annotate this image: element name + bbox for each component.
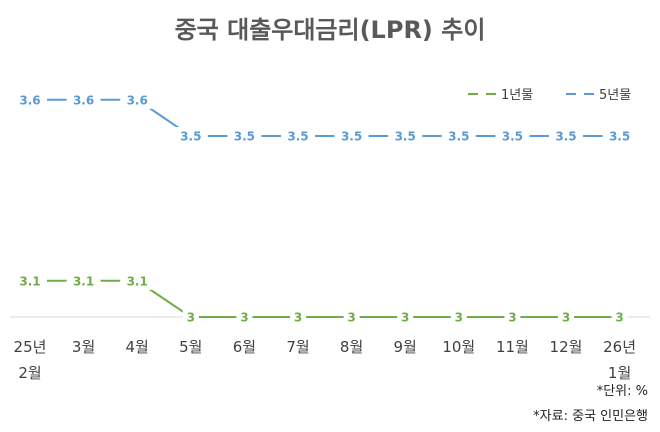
data-label: 3 bbox=[615, 311, 623, 325]
data-label-bg bbox=[602, 127, 637, 145]
data-label-bg bbox=[504, 308, 521, 326]
x-tick-label: 6월 bbox=[233, 338, 256, 356]
data-label-bg bbox=[281, 127, 315, 145]
chart-title: 중국 대출우대금리(LPR) 추이 bbox=[174, 16, 486, 44]
x-tick-label: 7월 bbox=[286, 338, 309, 356]
data-label-bg bbox=[290, 308, 306, 326]
x-tick-label: 8월 bbox=[340, 338, 363, 356]
x-tick-label: 1월 bbox=[608, 364, 631, 382]
data-label-bg bbox=[450, 308, 467, 326]
data-label-bg bbox=[388, 127, 423, 145]
x-tick-label: 11월 bbox=[496, 338, 529, 356]
data-label-bg bbox=[13, 90, 47, 109]
x-tick-label: 26년 bbox=[603, 338, 636, 356]
data-label: 3.5 bbox=[341, 130, 362, 144]
data-label: 3 bbox=[294, 311, 302, 325]
data-label-bg bbox=[66, 90, 101, 109]
x-tick-label: 9월 bbox=[394, 338, 417, 356]
data-label-bg bbox=[120, 90, 155, 109]
data-label-bg bbox=[611, 308, 628, 326]
data-label: 3.5 bbox=[555, 130, 576, 144]
data-label-bg bbox=[558, 308, 574, 326]
data-label-bg bbox=[441, 127, 476, 145]
data-label: 3.6 bbox=[127, 93, 148, 107]
data-label-bg bbox=[549, 127, 583, 145]
legend-label: 5년물 bbox=[599, 88, 631, 103]
data-label-bg bbox=[13, 271, 47, 290]
data-label-bg bbox=[397, 308, 414, 326]
data-label: 3.1 bbox=[73, 274, 94, 288]
x-tick-label: 12월 bbox=[550, 338, 583, 356]
data-label-bg bbox=[120, 271, 155, 290]
source-note: *자료: 중국 인민은행 bbox=[533, 409, 648, 424]
data-label: 3 bbox=[455, 311, 463, 325]
data-label-bg bbox=[66, 271, 101, 290]
data-label-bg bbox=[343, 308, 360, 326]
data-label: 3.5 bbox=[287, 130, 308, 144]
data-label-bg bbox=[236, 308, 253, 326]
data-label-bg bbox=[495, 127, 530, 145]
unit-note: *단위: % bbox=[596, 384, 648, 399]
data-label: 3.6 bbox=[19, 93, 40, 107]
data-label: 3 bbox=[187, 311, 195, 325]
data-label: 3.5 bbox=[609, 130, 630, 144]
legend-label: 1년물 bbox=[501, 88, 533, 103]
data-label: 3 bbox=[240, 311, 248, 325]
data-label: 3 bbox=[347, 311, 355, 325]
series-line bbox=[30, 98, 620, 137]
data-label-bg bbox=[227, 127, 262, 145]
data-label: 3.5 bbox=[180, 130, 201, 144]
data-label-bg bbox=[334, 127, 369, 145]
x-tick-label: 10월 bbox=[442, 338, 475, 356]
data-label: 3.5 bbox=[448, 130, 469, 144]
data-label: 3.5 bbox=[502, 130, 523, 144]
data-label: 3 bbox=[562, 311, 570, 325]
data-label: 3.6 bbox=[73, 93, 94, 107]
x-tick-label: 4월 bbox=[126, 338, 149, 356]
x-tick-label: 2월 bbox=[18, 364, 41, 382]
data-label: 3 bbox=[508, 311, 516, 325]
data-label-bg bbox=[173, 127, 208, 145]
data-label: 3.1 bbox=[127, 274, 148, 288]
x-tick-label: 5월 bbox=[179, 338, 202, 356]
x-tick-label: 25년 bbox=[14, 338, 47, 356]
x-tick-label: 3월 bbox=[72, 338, 95, 356]
data-label: 3.5 bbox=[234, 130, 255, 144]
data-label: 3 bbox=[401, 311, 409, 325]
series-line bbox=[30, 279, 620, 318]
data-label: 3.1 bbox=[19, 274, 40, 288]
data-label: 3.5 bbox=[395, 130, 416, 144]
data-label-bg bbox=[182, 308, 199, 326]
